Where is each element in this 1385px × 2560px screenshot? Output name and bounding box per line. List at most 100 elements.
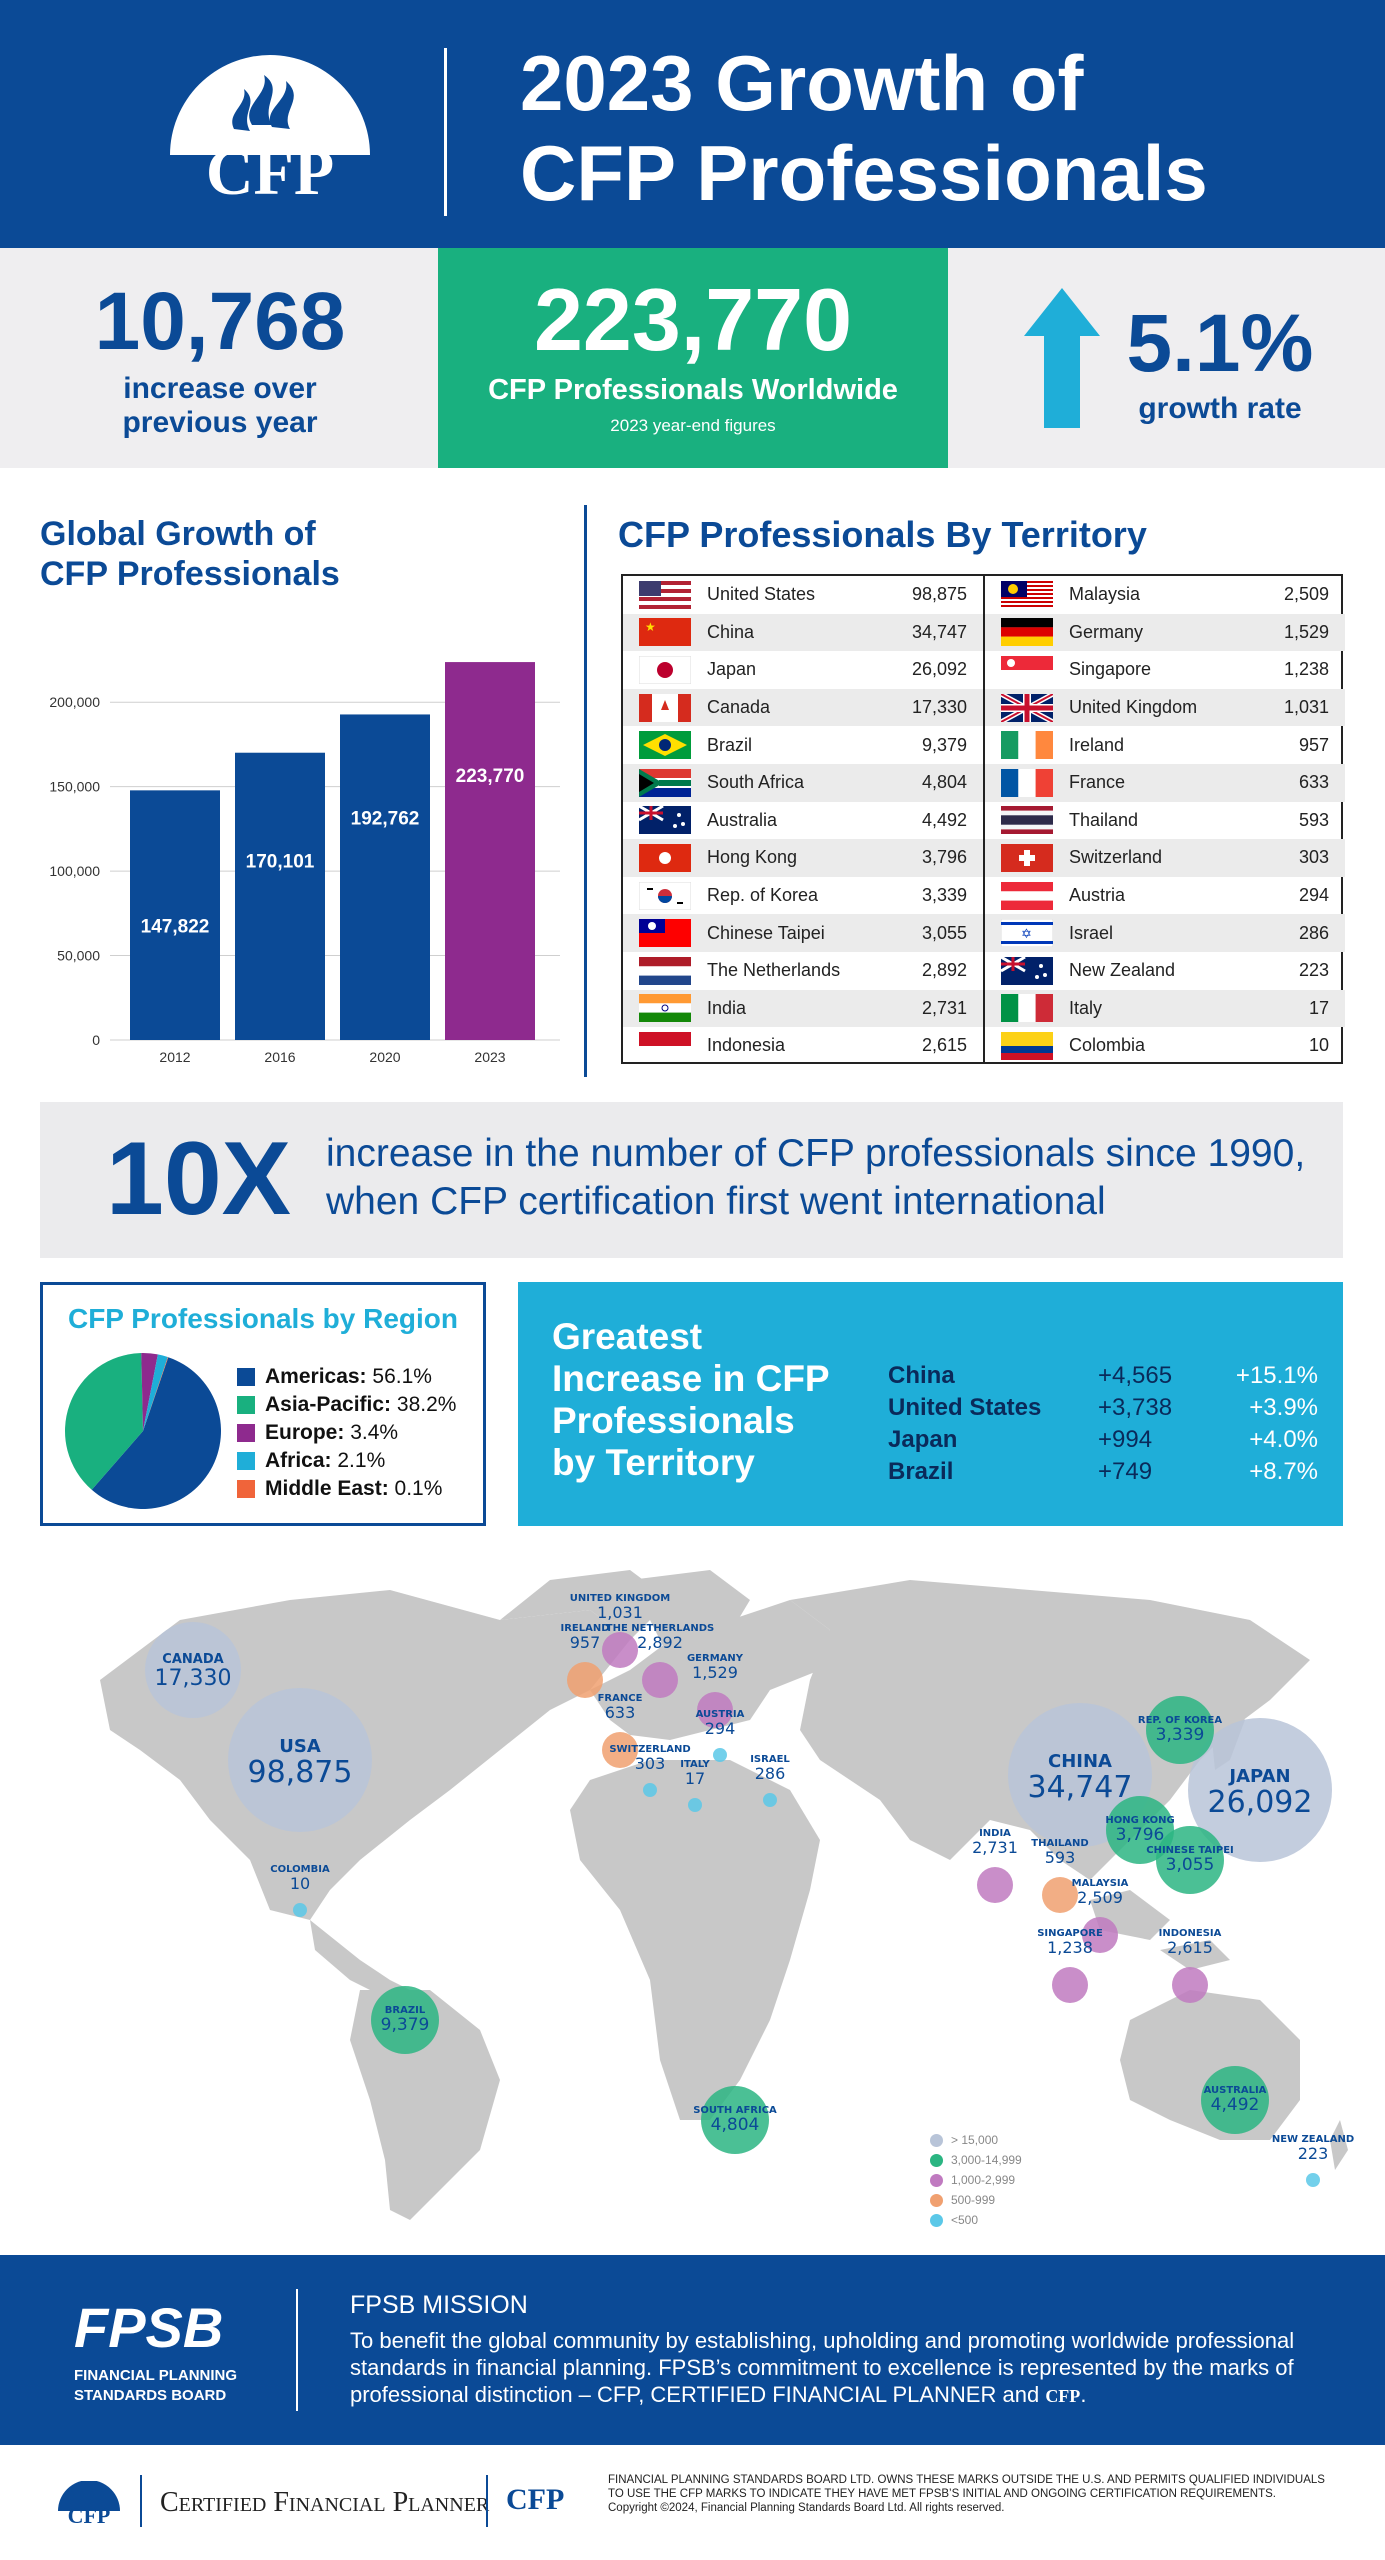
territory-value: 34,747 xyxy=(911,621,967,642)
svg-text:✡: ✡ xyxy=(1021,926,1032,941)
map-label-value: 4,804 xyxy=(710,2114,760,2135)
greatest-abs: +3,738 xyxy=(1098,1394,1173,1421)
map-bubble xyxy=(1306,2173,1320,2187)
y-tick-label: 200,000 xyxy=(49,694,100,710)
footer-divider xyxy=(296,2289,298,2411)
territory-name: Switzerland xyxy=(1069,847,1163,868)
map-label-name: SINGAPORE xyxy=(1037,1928,1103,1939)
region-pct: 3.4% xyxy=(350,1421,399,1444)
title-line-2: CFP Professionals xyxy=(520,129,1208,217)
map-label-name: COLOMBIA xyxy=(270,1864,330,1875)
map-label: UNITED KINGDOM 1,031 xyxy=(570,1593,670,1622)
bar-2012 xyxy=(130,790,220,1040)
flag-gb-icon xyxy=(999,691,1055,724)
greatest-title: Greatest Increase in CFP Professionals by T… xyxy=(552,1316,830,1484)
map-label: THE NETHERLANDS 2,892 xyxy=(605,1623,715,1651)
y-tick-label: 150,000 xyxy=(49,779,100,795)
total-stat: 223,770 CFP Professionals Worldwide 2023… xyxy=(438,248,948,468)
map-legend-item: 500-999 xyxy=(930,2190,1022,2210)
map-label-value: 10 xyxy=(289,1873,311,1893)
territory-name: Germany xyxy=(1069,621,1144,642)
map-label: USA 98,875 xyxy=(248,1737,353,1788)
map-bubble xyxy=(1156,1826,1224,1894)
legend-swatch xyxy=(237,1396,255,1414)
map-bubble xyxy=(1082,1917,1118,1953)
territory-row: India 2,731 xyxy=(623,989,983,1028)
map-label-value: 1,529 xyxy=(692,1662,738,1682)
tenx-line-2: when CFP certification first went intern… xyxy=(326,1180,1106,1223)
map-label-name: INDIA xyxy=(979,1828,1011,1839)
map-bubble xyxy=(763,1793,777,1807)
territory-column-left: United States 98,875 ★ China 34,747 Japan 26,0… xyxy=(623,576,983,1062)
map-label: CHINA 34,747 xyxy=(1028,1751,1133,1803)
map-label: SOUTH AFRICA 4,804 xyxy=(693,2105,777,2135)
map-label: COLOMBIA 10 xyxy=(270,1864,330,1893)
territory-value: 633 xyxy=(1298,772,1329,793)
map-legend-label: <500 xyxy=(951,2213,979,2227)
map-label-value: 1,031 xyxy=(597,1602,643,1622)
map-label: NEW ZEALAND 223 xyxy=(1272,2134,1354,2162)
flag-de-icon xyxy=(1001,618,1053,647)
map-bubble xyxy=(1172,1967,1208,2003)
territory-name: India xyxy=(707,997,747,1018)
map-label-name: THE NETHERLANDS xyxy=(605,1623,715,1634)
territory-row: The Netherlands 2,892 xyxy=(623,952,983,990)
territory-name: Israel xyxy=(1069,922,1114,943)
x-tick-label: 2012 xyxy=(159,1049,190,1065)
map-label-value: 3,796 xyxy=(1115,1824,1165,1845)
territory-value: 9,379 xyxy=(921,734,967,755)
map-label: CHINESE TAIPEI 3,055 xyxy=(1146,1845,1234,1874)
mission-title: FPSB MISSION xyxy=(350,2291,528,2319)
territory-value: 4,804 xyxy=(921,772,967,793)
map-label-name: CHINA xyxy=(1048,1751,1112,1772)
territory-name: Italy xyxy=(1069,997,1103,1018)
flag-it-icon xyxy=(1001,994,1053,1023)
map-label-name: CANADA xyxy=(162,1652,224,1667)
flag-cn-icon: ★ xyxy=(639,618,691,647)
bottom-cfp-logo-2: CFP xyxy=(506,2483,565,2516)
map-label-value: 9,379 xyxy=(380,2014,430,2035)
territory-row: Ireland 957 xyxy=(985,726,1345,764)
y-tick-label: 0 xyxy=(92,1032,100,1048)
region-pct: 0.1% xyxy=(394,1477,443,1500)
legend-swatch xyxy=(237,1424,255,1442)
pie-slice xyxy=(141,1353,158,1431)
map-label: MALAYSIA 2,509 xyxy=(1072,1878,1129,1907)
map-label-value: 3,339 xyxy=(1155,1724,1205,1745)
pie-slice xyxy=(91,1357,221,1509)
region-name: Europe: xyxy=(265,1421,345,1444)
certified-financial-planner: Certified Financial Planner xyxy=(160,2487,490,2518)
x-tick-label: 2016 xyxy=(264,1049,295,1065)
title-line-1: 2023 Growth of xyxy=(520,39,1084,127)
territory-row: Germany 1,529 xyxy=(985,613,1345,652)
territory-name: Hong Kong xyxy=(707,847,798,868)
region-panel: CFP Professionals by Region Americas: 56… xyxy=(40,1282,486,1526)
map-label-name: CHINESE TAIPEI xyxy=(1146,1845,1234,1856)
greatest-row: China +4,565 +15.1% xyxy=(888,1360,1318,1392)
territory-row: Austria 294 xyxy=(985,877,1345,915)
bar-value-label: 170,101 xyxy=(246,852,315,873)
flag-kr-icon xyxy=(638,881,692,911)
map-label-name: GERMANY xyxy=(686,1653,744,1664)
flag-jp-icon xyxy=(638,655,692,685)
map-label-value: 2,509 xyxy=(1077,1887,1123,1907)
greatest-pct: +8.7% xyxy=(1249,1458,1318,1485)
territory-row: Hong Kong 3,796 xyxy=(623,839,983,877)
territory-value: 1,031 xyxy=(1283,697,1329,718)
territory-name: China xyxy=(707,621,755,642)
territory-value: 10 xyxy=(1308,1035,1329,1056)
territory-value: 17 xyxy=(1308,997,1329,1018)
map-bubble xyxy=(688,1798,702,1812)
territory-row: United Kingdom 1,031 xyxy=(985,688,1345,727)
territory-value: 593 xyxy=(1298,809,1329,830)
map-legend-label: 500-999 xyxy=(951,2193,996,2207)
cfp-logo-text: CFP xyxy=(205,136,335,209)
territory-value: 303 xyxy=(1298,847,1329,868)
territory-name: United States xyxy=(707,584,816,605)
x-tick-label: 2023 xyxy=(474,1049,505,1065)
region-legend-item: Asia-Pacific: 38.2% xyxy=(237,1391,456,1419)
greatest-abs: +994 xyxy=(1098,1426,1153,1453)
territory-name: Indonesia xyxy=(707,1035,786,1056)
region-name: Americas: xyxy=(265,1365,367,1388)
flag-za-icon xyxy=(639,768,691,797)
